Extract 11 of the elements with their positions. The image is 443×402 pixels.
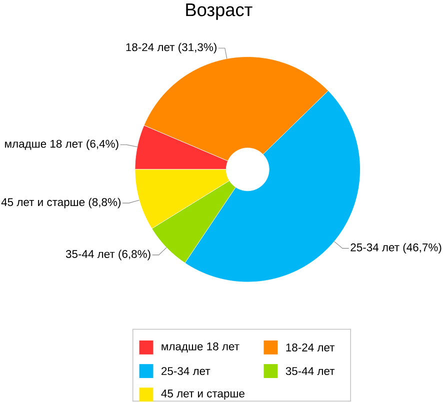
data-label: 18-24 лет (31,3%) [126, 43, 216, 54]
data-label: 45 лет и старше (8,8%) [1, 198, 121, 208]
data-label: младше 18 лет (6,4%) [5, 140, 118, 150]
data-label: 25-34 лет (46,7%) [350, 243, 442, 254]
legend-label: 45 лет и старше [161, 390, 244, 400]
chart-title: Возраст [186, 4, 252, 20]
legend-label: младше 18 лет [162, 342, 240, 353]
data-label: 35-44 лет (6,8%) [66, 250, 150, 260]
legend-label: 35-44 лет [286, 367, 335, 376]
legend-label: 18-24 лет [286, 344, 335, 352]
legend-label: 25-34 лет [162, 367, 210, 376]
